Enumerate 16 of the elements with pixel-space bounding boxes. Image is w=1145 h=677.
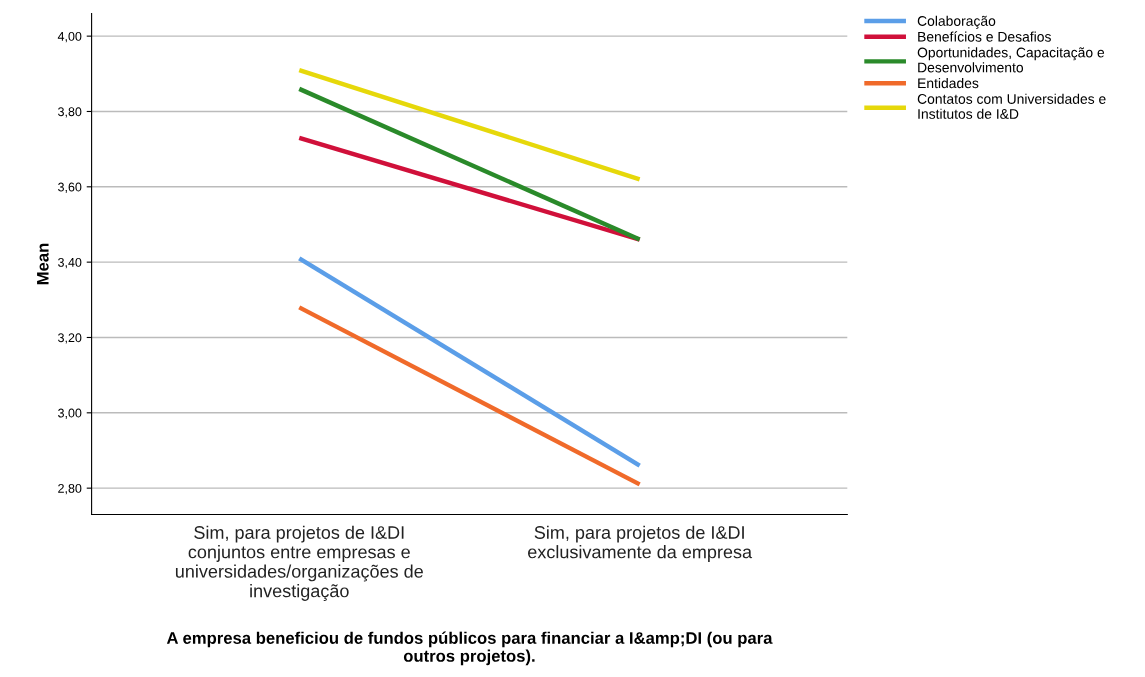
y-tick-label: 4,00 bbox=[57, 31, 82, 43]
legend-label: Oportunidades, Capacitação e Desenvolvimento bbox=[917, 47, 1105, 73]
legend-label: Benefícios e Desafios bbox=[918, 31, 1051, 42]
y-tick-label: 2,80 bbox=[58, 483, 82, 495]
y-tick-label: 3,80 bbox=[58, 107, 82, 118]
x-tick-label: Sim, para projetos de I&DI conjuntos entre empresas e universidades/organizações de investigação bbox=[175, 525, 423, 601]
y-tick-label: 3,20 bbox=[58, 333, 82, 344]
y-tick-label: 3,00 bbox=[58, 408, 82, 419]
legend-label: Entidades bbox=[918, 77, 979, 89]
x-axis-title: A empresa beneficiou de fundos públicos para financiar a I&amp;DI (ou para outros projetos). bbox=[166, 631, 773, 666]
legend-label: Contatos com Universidades e Institutos de I&D bbox=[917, 93, 1106, 119]
x-tick-label: Sim, para projetos de I&DI exclusivamente da empresa bbox=[528, 525, 753, 562]
y-axis-title: Mean bbox=[37, 243, 49, 285]
legend-label: Colaboração bbox=[917, 15, 996, 29]
y-tick-label: 3,60 bbox=[58, 182, 82, 193]
y-tick-label: 3,40 bbox=[58, 257, 82, 269]
